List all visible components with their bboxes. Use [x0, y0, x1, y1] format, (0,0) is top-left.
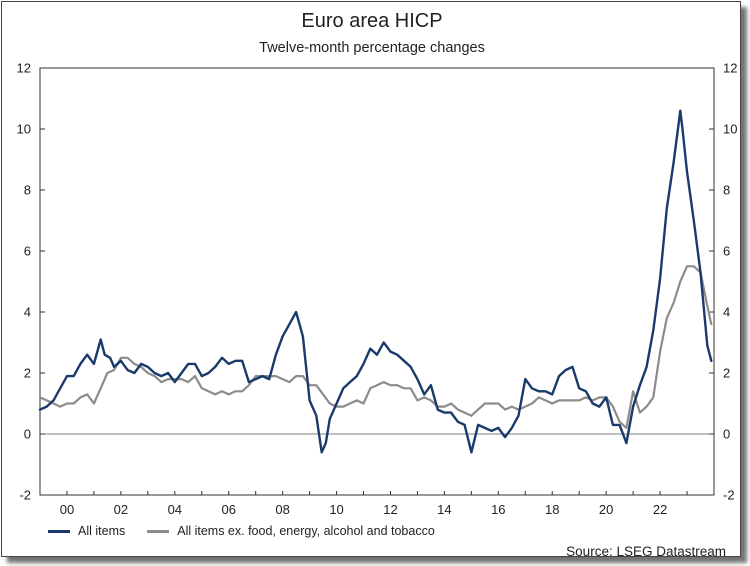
legend-item-headline: All items — [48, 524, 125, 538]
y-tick-label-left: 2 — [24, 366, 31, 381]
plot-area-border — [39, 67, 715, 496]
legend: All items All items ex. food, energy, al… — [48, 524, 457, 538]
legend-label-headline: All items — [78, 524, 126, 538]
source-note: Source: LSEG Datastream — [566, 544, 726, 559]
legend-swatch-headline — [48, 529, 70, 533]
chart-frame: Euro area HICP Twelve-month percentage c… — [1, 1, 741, 559]
legend-item-core: All items ex. food, energy, alcohol and … — [147, 524, 435, 538]
y-tick-label-right: 8 — [723, 183, 730, 198]
legend-swatch-core — [147, 529, 170, 533]
x-tick-label: 14 — [437, 502, 451, 517]
series-line-all-items — [38, 109, 713, 454]
y-tick-label-right: 2 — [723, 366, 730, 381]
y-tick-label-left: 0 — [24, 427, 31, 442]
x-tick-label: 16 — [491, 502, 505, 517]
x-tick-label: 18 — [545, 502, 559, 517]
x-tick-label: 08 — [275, 502, 289, 517]
y-tick-label-left: 10 — [17, 122, 31, 137]
x-tick-label: 06 — [221, 502, 235, 517]
y-tick-label-left: 8 — [24, 183, 31, 198]
x-tick-label: 10 — [329, 502, 343, 517]
y-tick-label-right: 6 — [723, 244, 730, 259]
y-tick-label-right: 12 — [723, 61, 737, 76]
x-tick-label: 02 — [114, 502, 128, 517]
x-tick-label: 22 — [653, 502, 667, 517]
y-tick-label-left: 4 — [24, 305, 31, 320]
legend-label-core: All items ex. food, energy, alcohol and … — [177, 524, 435, 538]
y-tick-label-left: 12 — [17, 61, 31, 76]
y-tick-label-right: 0 — [723, 427, 730, 442]
x-tick-label: 04 — [168, 502, 182, 517]
series-line-core — [38, 265, 713, 429]
chart-title: Euro area HICP — [301, 10, 443, 32]
y-tick-label-right: 4 — [723, 305, 730, 320]
x-tick-label: 00 — [60, 502, 74, 517]
x-tick-label: 20 — [599, 502, 613, 517]
x-tick-label: 12 — [383, 502, 397, 517]
chart-subtitle: Twelve-month percentage changes — [259, 40, 485, 56]
y-tick-label-left: 6 — [24, 244, 31, 259]
y-tick-label-right: 10 — [723, 122, 737, 137]
y-tick-label-left: -2 — [19, 488, 31, 503]
y-tick-label-right: -2 — [723, 488, 735, 503]
